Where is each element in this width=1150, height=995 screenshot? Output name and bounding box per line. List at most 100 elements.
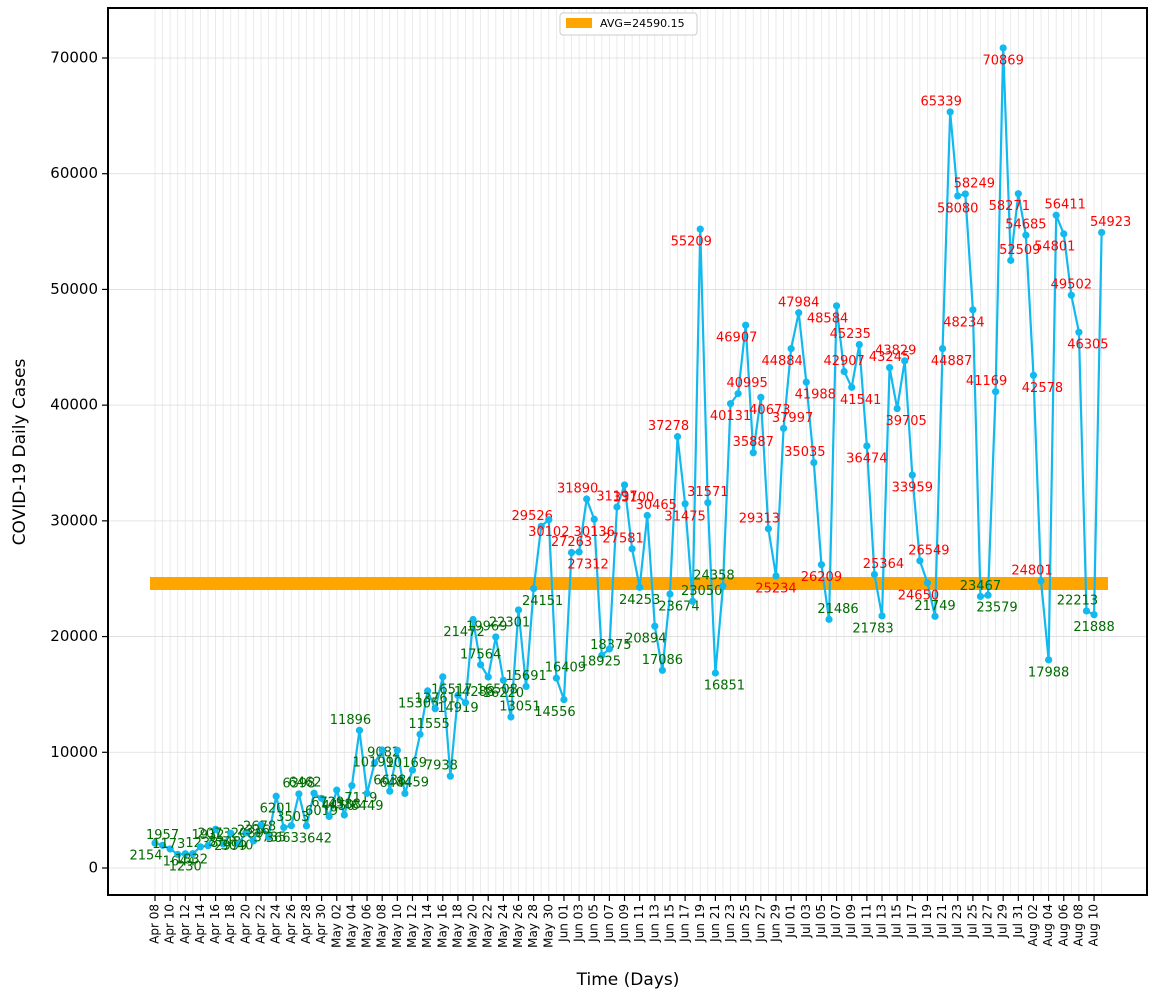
x-tick-label: May 04 <box>344 904 358 948</box>
data-point <box>196 843 205 851</box>
data-point <box>378 746 386 754</box>
x-tick-label: Apr 12 <box>178 904 192 944</box>
data-point <box>151 839 159 847</box>
x-tick-label: Jun 01 <box>556 904 570 943</box>
data-label: 17086 <box>642 653 683 668</box>
data-label: 48584 <box>807 311 848 326</box>
y-axis-title: COVID-19 Daily Cases <box>10 358 30 545</box>
data-label: 36474 <box>846 451 887 466</box>
data-label: 54923 <box>1090 215 1131 230</box>
data-point <box>908 471 916 479</box>
data-point <box>1007 256 1015 264</box>
data-label: 11896 <box>330 713 371 728</box>
data-label: 1644 <box>163 854 196 869</box>
data-line <box>154 47 1103 856</box>
x-tick-label: Aug 10 <box>1087 904 1101 947</box>
x-tick-label: Apr 30 <box>314 904 328 944</box>
x-tick-label: Jul 27 <box>981 904 995 939</box>
data-point <box>689 597 697 605</box>
data-point <box>961 190 969 198</box>
data-label: 37997 <box>772 411 813 426</box>
data-point <box>477 661 485 669</box>
data-label: 70869 <box>982 53 1023 68</box>
data-point <box>946 108 954 116</box>
data-label: 24801 <box>1011 564 1052 579</box>
x-tick-label: Jun 23 <box>723 904 737 943</box>
data-point <box>552 674 560 682</box>
data-label: 42907 <box>823 354 864 369</box>
x-tick-label: Jun 17 <box>678 904 692 943</box>
x-tick-label: May 02 <box>329 904 343 948</box>
legend-box <box>559 12 698 36</box>
x-axis-title: Time (Days) <box>576 970 680 990</box>
x-tick-label: Jun 29 <box>768 904 782 943</box>
x-tick-label: Jul 11 <box>859 904 873 939</box>
data-label: 40995 <box>726 376 767 391</box>
data-point <box>1052 211 1060 219</box>
y-tick-label: 40000 <box>50 396 98 414</box>
data-point <box>401 789 409 798</box>
data-label: 2678 <box>243 820 276 835</box>
x-tick-label: Jul 13 <box>875 904 889 939</box>
data-point <box>348 782 356 790</box>
x-tick-label: Apr 28 <box>299 904 313 944</box>
data-label: 21749 <box>914 599 955 614</box>
data-point <box>840 367 848 376</box>
data-point <box>484 673 492 681</box>
data-label: 23674 <box>658 600 699 615</box>
data-point <box>636 583 644 591</box>
data-point <box>446 772 454 780</box>
x-tick-label: Jun 09 <box>617 904 631 943</box>
data-point <box>787 345 795 353</box>
data-point <box>1082 607 1091 615</box>
x-tick-label: Jun 21 <box>708 904 722 943</box>
x-tick-label: Apr 20 <box>238 904 252 944</box>
data-point <box>901 357 909 365</box>
data-label: 17988 <box>1028 665 1069 680</box>
data-point <box>673 433 682 441</box>
data-point <box>567 548 576 557</box>
x-tick-label: May 26 <box>511 904 525 948</box>
data-label: 23579 <box>976 601 1017 616</box>
data-label: 24650 <box>898 588 939 603</box>
data-label: 14919 <box>437 701 478 716</box>
data-label: 35887 <box>733 435 774 450</box>
data-label: 19969 <box>466 619 507 634</box>
data-point <box>757 393 765 401</box>
x-tick-label: Jun 27 <box>753 904 767 943</box>
data-label: 11555 <box>408 717 449 732</box>
x-tick-label: Apr 10 <box>163 904 177 944</box>
data-point <box>969 306 977 314</box>
x-tick-label: Aug 04 <box>1041 904 1055 947</box>
data-label: 10199 <box>353 755 394 770</box>
x-tick-label: Apr 22 <box>254 904 268 944</box>
y-tick-label: 50000 <box>50 280 98 298</box>
data-point <box>249 837 258 845</box>
data-point <box>371 759 379 767</box>
data-label: 8459 <box>396 776 429 791</box>
data-point <box>734 390 742 398</box>
data-point <box>620 481 629 489</box>
data-point <box>931 612 939 620</box>
data-point <box>999 44 1007 52</box>
data-point <box>726 400 735 408</box>
data-point <box>507 713 515 721</box>
data-label: 27581 <box>602 531 643 546</box>
data-point <box>514 606 523 614</box>
data-label: 1832 <box>175 852 208 867</box>
legend-swatch <box>566 18 592 28</box>
data-point <box>954 192 962 200</box>
data-point <box>681 500 689 508</box>
data-point <box>1060 230 1068 238</box>
data-label: 16220 <box>483 686 524 701</box>
data-label: 6201 <box>260 802 293 817</box>
data-point <box>658 666 666 674</box>
x-tick-label: Jul 09 <box>844 904 858 939</box>
x-tick-label: Apr 24 <box>269 904 283 944</box>
data-label: 25364 <box>863 557 904 572</box>
y-tick-label: 70000 <box>50 48 98 66</box>
data-label: 6449 <box>350 799 383 814</box>
data-label: 33959 <box>892 481 933 496</box>
data-label: 58271 <box>989 199 1030 214</box>
